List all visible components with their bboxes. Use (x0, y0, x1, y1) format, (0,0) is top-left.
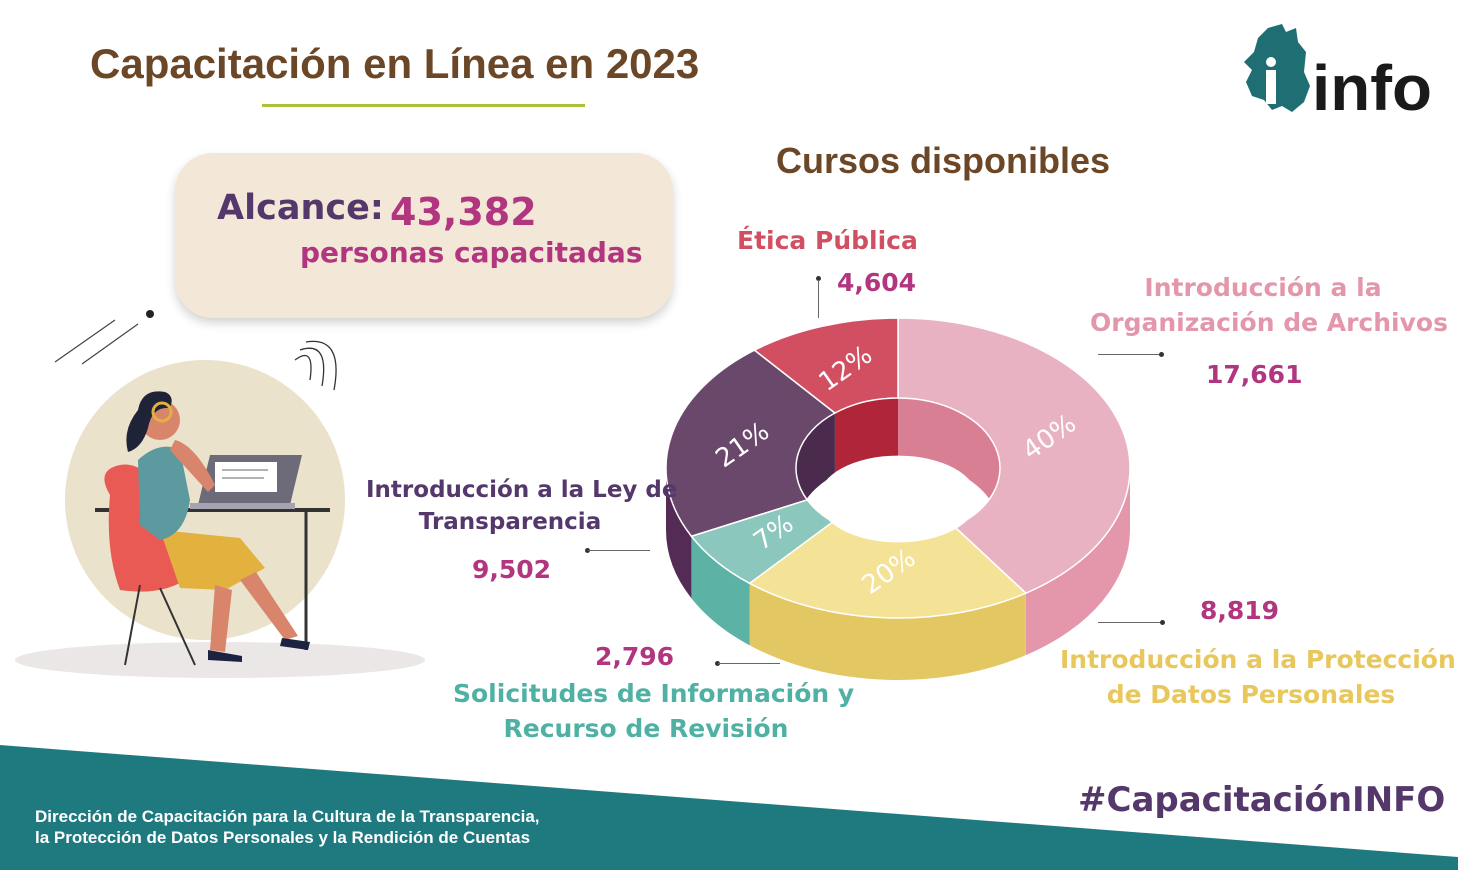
reach-subtitle: personas capacitadas (300, 236, 643, 269)
motion-line (54, 319, 116, 363)
footer-band-shape (0, 745, 1458, 870)
motion-line (81, 323, 139, 365)
donut-slice-0 (897, 317, 1131, 595)
page-title: Capacitación en Línea en 2023 (90, 40, 700, 87)
footer-line-1: Dirección de Capacitación para la Cultur… (35, 807, 540, 826)
donut-side-3 (666, 468, 692, 599)
leader-line (1098, 354, 1160, 355)
logo-i-bar (1266, 70, 1276, 104)
woman-skirt (160, 530, 265, 590)
woman-leg (240, 572, 298, 640)
slice-label-archivos: Introducción a la Organización de Archiv… (1090, 273, 1448, 337)
woman-leg (210, 585, 232, 652)
woman-hair (126, 391, 172, 452)
donut-inner-wall-0 (898, 398, 1000, 530)
chair-leg (159, 587, 196, 666)
woman-shoe (208, 650, 242, 662)
laptop-base (190, 503, 295, 509)
donut-chart: 40%20%7%21%12% (665, 317, 1131, 680)
leader-dot (816, 276, 821, 281)
donut-inner-wall-4 (834, 398, 898, 475)
logo-map-shape (1244, 24, 1310, 112)
laptop-document (215, 462, 277, 492)
slice-value-datos: 8,819 (1200, 596, 1280, 625)
leader-line (588, 550, 650, 551)
donut-side-2 (691, 536, 750, 646)
reach-card (175, 153, 673, 318)
donut-inner-wall-3 (796, 412, 835, 530)
donut-side-1 (749, 583, 1026, 680)
title-underline (262, 104, 585, 107)
slice-label-datos: Introducción a la Protección de Datos Pe… (1060, 645, 1456, 709)
donut-slice-4 (753, 317, 899, 414)
leader-line (1098, 622, 1160, 623)
headphones-icon (151, 401, 173, 423)
slice-value-solicitudes: 2,796 (595, 642, 675, 671)
woman-at-laptop-illustration (15, 310, 425, 678)
slice-value-archivos: 17,661 (1206, 360, 1303, 389)
donut-side-0 (1025, 468, 1130, 656)
donut-hole (818, 455, 978, 543)
hashtag: #CapacitaciónINFO (1078, 780, 1446, 820)
leader-line (718, 663, 780, 664)
decor-dot (146, 310, 154, 318)
slice-value-transparencia: 9,502 (472, 555, 552, 584)
slice-label-transparencia: Introducción a la Ley de Transparencia (366, 477, 678, 535)
chart-subtitle: Cursos disponibles (776, 140, 1111, 181)
reach-label: Alcance: (217, 188, 384, 228)
leader-dot (1159, 352, 1164, 357)
leader-dot (715, 661, 720, 666)
woman-shoe (280, 638, 310, 650)
reach-value: 43,382 (390, 190, 537, 234)
leader-dot (1160, 620, 1165, 625)
logo-i-dot (1266, 57, 1276, 67)
info-logo: info (1244, 24, 1432, 118)
woman-torso (138, 446, 190, 540)
donut-slice-3 (665, 349, 837, 538)
slice-value-etica: 4,604 (837, 268, 917, 297)
chair-leg (124, 584, 141, 666)
leader-line (818, 280, 819, 318)
leader-dot (585, 548, 590, 553)
slice-label-solicitudes: Solicitudes de Información y Recurso de … (453, 679, 855, 743)
footer-line-2: la Protección de Datos Personales y la R… (35, 828, 531, 847)
logo-text: info (1312, 52, 1432, 118)
desk-top (95, 508, 330, 512)
footer-department: Dirección de Capacitación para la Cultur… (35, 806, 540, 848)
sound-wave-icon (294, 340, 337, 391)
footer-band (0, 745, 1458, 870)
woman-arm (170, 440, 215, 492)
slice-label-etica: Ética Pública (737, 226, 918, 255)
